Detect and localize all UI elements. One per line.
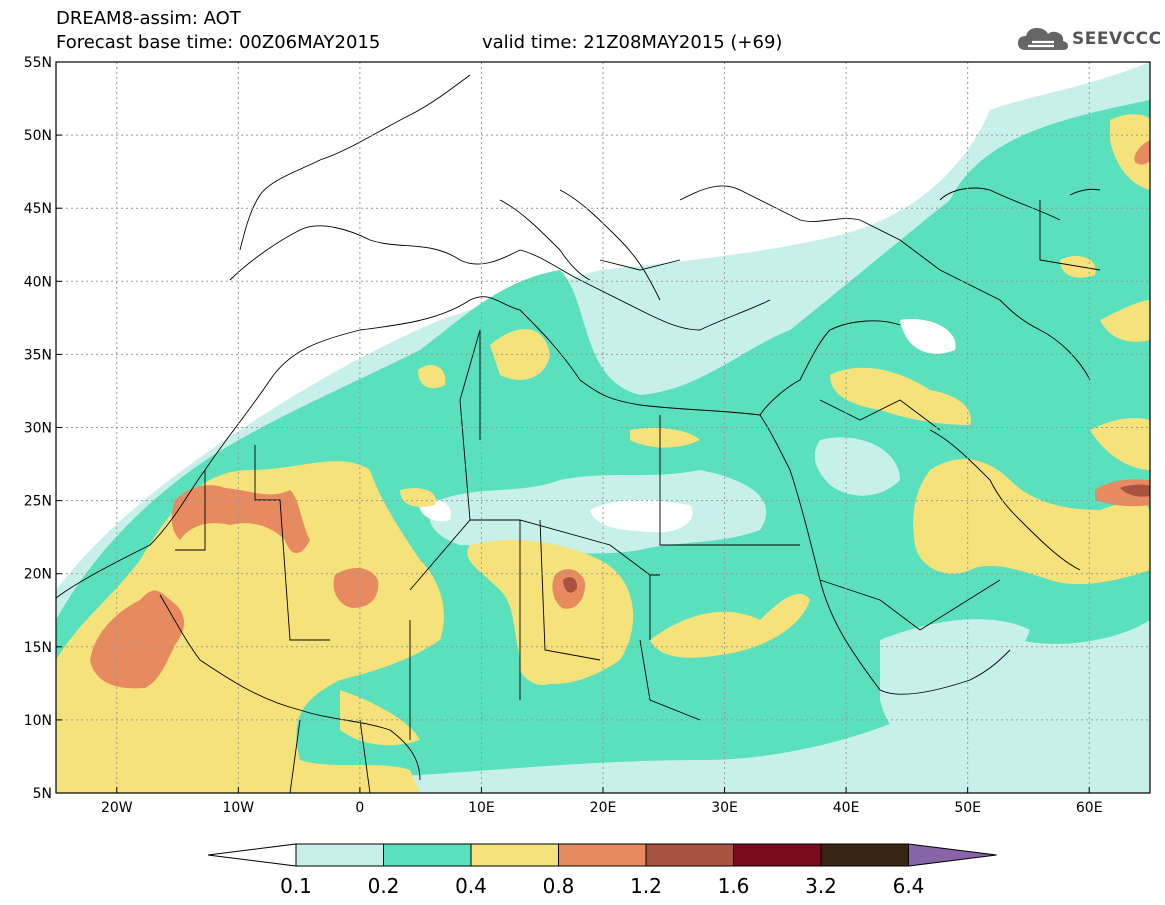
axis-ticks: 20W 10W 0 10E 20E 30E 40E 50E 60E 55N 50N 45N 40N 35N… [24, 55, 1103, 816]
colorbar-label: 0.8 [543, 874, 575, 898]
colorbar-label: 0.1 [280, 874, 312, 898]
colorbar-segment [383, 843, 472, 867]
map-grid [56, 62, 1150, 793]
lat-tick-label: 35N [24, 347, 52, 363]
colorbar-label: 3.2 [805, 874, 837, 898]
logo-text: SEEVCCC [1072, 29, 1162, 49]
lat-tick-label: 50N [24, 128, 52, 144]
colorbar-segment [558, 843, 647, 867]
lon-tick-label: 30E [711, 800, 738, 816]
colorbar-segment [645, 843, 734, 867]
forecast-base-time: Forecast base time: 00Z06MAY2015 [56, 32, 381, 53]
lon-tick-label: 0 [355, 800, 364, 816]
lat-tick-label: 5N [33, 786, 52, 802]
colorbar-under-arrow [207, 843, 297, 867]
lat-tick-label: 55N [24, 55, 52, 71]
lon-tick-label: 10W [222, 800, 254, 816]
colorbar-label: 0.2 [368, 874, 400, 898]
lat-tick-label: 10N [24, 713, 52, 729]
lat-tick-label: 30N [24, 421, 52, 437]
colorbar-label: 1.6 [718, 874, 750, 898]
lat-tick-label: 20N [24, 567, 52, 583]
colorbar-label: 0.4 [455, 874, 487, 898]
colorbar-segment [470, 843, 559, 867]
seevccc-logo: SEEVCCC [1016, 22, 1162, 56]
colorbar-label: 1.2 [630, 874, 662, 898]
colorbar-segment [295, 843, 384, 867]
cloud-icon [1018, 28, 1068, 50]
lat-tick-label: 45N [24, 201, 52, 217]
colorbar-segment [820, 843, 909, 867]
valid-time: valid time: 21Z08MAY2015 (+69) [482, 32, 783, 53]
aot-contour-0.4 [56, 461, 444, 793]
colorbar-label: 6.4 [893, 874, 925, 898]
lat-tick-label: 25N [24, 494, 52, 510]
colorbar: 0.1 0.2 0.4 0.8 1.2 1.6 3.2 6.4 [207, 843, 997, 898]
lon-tick-label: 50E [954, 800, 981, 816]
lon-tick-label: 40E [833, 800, 860, 816]
lon-tick-label: 20E [590, 800, 617, 816]
lat-tick-label: 15N [24, 640, 52, 656]
aot-contour-1.2 [563, 577, 578, 593]
aot-contour-0.8 [90, 590, 185, 689]
coastlines [56, 74, 1101, 793]
lon-tick-label: 10E [468, 800, 495, 816]
colorbar-segment [733, 843, 822, 867]
lat-tick-label: 40N [24, 274, 52, 290]
lon-tick-label: 60E [1076, 800, 1103, 816]
colorbar-over-arrow [908, 843, 997, 867]
map-title: DREAM8-assim: AOT [56, 8, 241, 29]
lon-tick-label: 20W [101, 800, 133, 816]
